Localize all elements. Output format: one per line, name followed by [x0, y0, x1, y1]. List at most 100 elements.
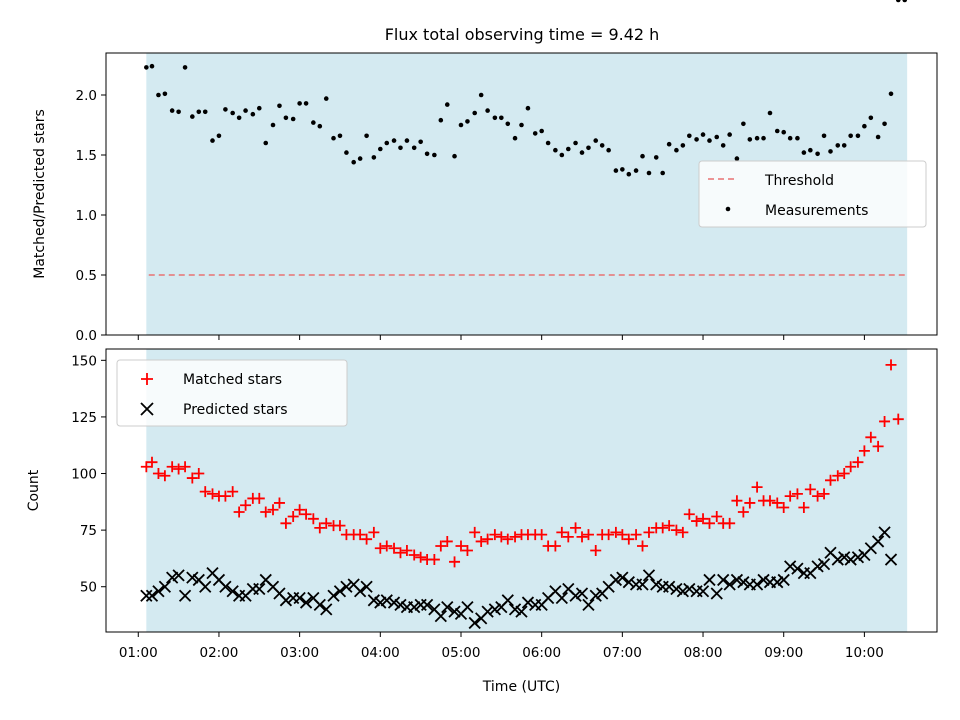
- top-y-tick-label: 1.0: [76, 208, 97, 224]
- matched-star-point: [623, 533, 635, 545]
- measurement-point: [680, 143, 686, 148]
- top-y-tick-label: 2.0: [76, 88, 97, 104]
- predicted-star-point: [461, 600, 474, 614]
- predicted-star-point: [878, 526, 891, 539]
- predicted-star-point: [838, 551, 851, 564]
- x-tick-label: 02:00: [199, 645, 238, 661]
- predicted-star-point: [710, 587, 723, 600]
- measurement-point: [277, 103, 282, 109]
- matched-star-point: [677, 526, 689, 538]
- measurement-point: [162, 91, 168, 97]
- predicted-star-point: [299, 596, 313, 609]
- measurement-point: [256, 105, 262, 111]
- measurement-point: [815, 151, 820, 157]
- matched-star-point: [240, 499, 252, 511]
- measurement-point: [848, 133, 853, 139]
- matched-star-point: [610, 526, 622, 538]
- measurement-point: [539, 128, 544, 134]
- x-tick-label: 09:00: [764, 645, 803, 661]
- measurement-point: [781, 129, 787, 135]
- matched-star-point: [193, 468, 205, 480]
- top-y-tick-label: 1.5: [76, 148, 97, 164]
- measurement-point: [646, 170, 652, 176]
- top-y-tick-label: 0.5: [76, 268, 97, 284]
- predicted-star-point: [367, 594, 380, 607]
- measurement-point: [223, 107, 228, 112]
- predicted-star-point: [441, 600, 454, 614]
- matched-star-point: [482, 533, 494, 545]
- x-tick-label: 04:00: [361, 645, 400, 661]
- predicted-star-point: [140, 589, 153, 602]
- matched-star-point: [441, 535, 453, 547]
- measurement-point: [290, 116, 296, 122]
- predicted-star-point: [663, 580, 676, 593]
- measurement-point: [391, 138, 397, 143]
- predicted-star-point: [811, 560, 824, 573]
- measurement-point: [144, 65, 149, 70]
- matched-star-point: [152, 468, 164, 480]
- matched-star-point: [872, 440, 884, 452]
- measurement-point: [633, 168, 639, 173]
- measurement-point: [573, 140, 578, 146]
- chart-title: Flux total observing time = 9.42 h: [385, 25, 660, 44]
- bottom-axes-frame: [105, 348, 938, 633]
- x-tick-label: 01:00: [119, 645, 158, 661]
- matched-star-point: [590, 544, 602, 556]
- matched-star-point: [502, 533, 514, 545]
- predicted-star-point: [172, 569, 185, 582]
- measurement-point: [868, 115, 874, 121]
- measurement-point: [176, 109, 181, 115]
- predicted-star-point: [468, 616, 481, 630]
- matched-star-point: [273, 497, 285, 509]
- predicted-star-point: [750, 578, 764, 591]
- predicted-star-point: [521, 596, 535, 609]
- measurement-point: [337, 133, 343, 139]
- bottom-y-tick-label: 50: [80, 580, 97, 596]
- measurement-point: [674, 147, 679, 153]
- matched-star-point: [885, 359, 897, 371]
- matched-star-point: [643, 526, 655, 538]
- measurement-point: [311, 120, 316, 125]
- matched-star-point: [509, 531, 521, 543]
- legend-measurements-label: Measurements: [765, 203, 868, 219]
- matched-star-point: [206, 488, 218, 500]
- bottom-legend: Matched stars Predicted stars: [116, 359, 348, 427]
- predicted-star-point: [717, 573, 730, 587]
- predicted-star-point: [327, 589, 340, 602]
- measurement-point: [808, 147, 813, 153]
- predicted-star-point: [771, 576, 784, 589]
- measurement-point: [841, 143, 847, 148]
- measurement-point: [512, 135, 518, 141]
- matched-star-point: [381, 540, 393, 552]
- matched-star-point: [764, 495, 776, 507]
- legend-predicted-marker: [140, 402, 154, 416]
- matched-star-point: [159, 470, 171, 482]
- matched-star-point: [637, 540, 649, 552]
- measurement-point: [593, 138, 599, 143]
- matched-star-point: [865, 431, 877, 443]
- predicted-star-point: [434, 610, 447, 623]
- matched-star-point: [536, 529, 548, 541]
- predicted-star-point: [219, 580, 232, 593]
- matched-star-point: [556, 526, 568, 538]
- legend-measurements-swatch: [725, 206, 731, 212]
- measurement-point: [250, 111, 256, 117]
- predicted-star-point: [293, 591, 306, 605]
- measurement-point: [707, 138, 712, 143]
- predicted-star-point: [777, 573, 790, 587]
- matched-star-point: [616, 529, 628, 541]
- matched-star-point: [428, 554, 440, 566]
- predicted-star-point: [616, 571, 629, 584]
- measurement-point: [156, 92, 161, 98]
- measurement-point: [620, 167, 625, 172]
- predicted-star-point: [609, 573, 623, 587]
- predicted-star-point: [145, 589, 159, 602]
- measurement-point: [492, 115, 498, 121]
- predicted-star-point: [333, 585, 347, 598]
- matched-star-point: [697, 513, 709, 525]
- measurement-point: [432, 152, 437, 158]
- matched-star-point: [663, 520, 675, 532]
- measurement-point: [438, 117, 444, 123]
- measurement-point: [230, 110, 235, 116]
